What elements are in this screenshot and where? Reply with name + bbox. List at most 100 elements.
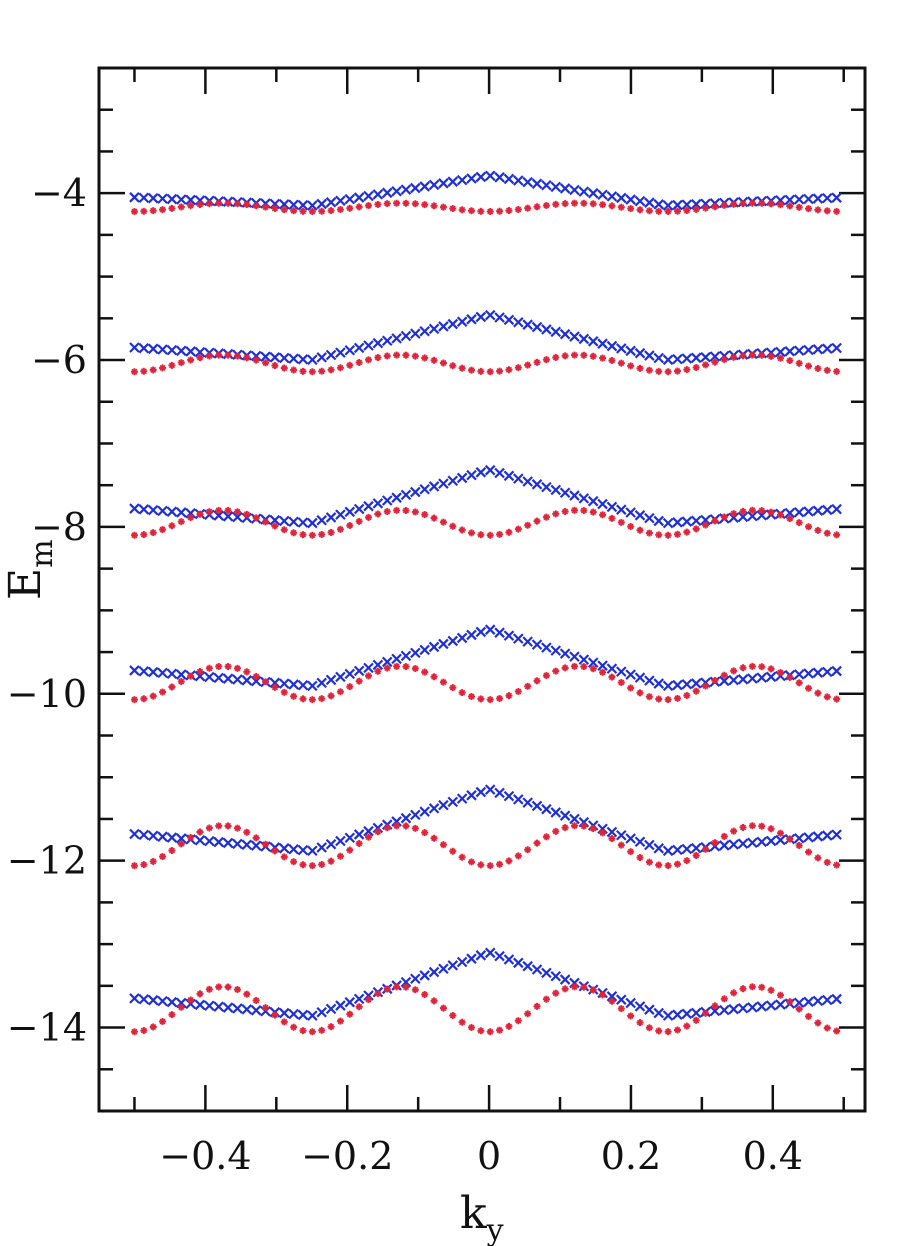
blue-point xyxy=(288,679,299,690)
blue-point xyxy=(250,675,262,687)
blue-point xyxy=(597,823,608,835)
blue-point xyxy=(747,673,758,684)
red-point xyxy=(159,1017,167,1025)
blue-point xyxy=(269,514,281,526)
red-point xyxy=(683,528,691,536)
blue-point xyxy=(494,312,505,323)
blue-point xyxy=(157,344,168,355)
blue-point xyxy=(335,671,346,683)
red-point xyxy=(130,208,138,216)
blue-point xyxy=(522,960,533,972)
blue-point xyxy=(335,1000,346,1011)
blue-point xyxy=(541,481,552,493)
red-point xyxy=(346,204,354,212)
blue-point xyxy=(147,994,159,1006)
red-point xyxy=(758,663,766,671)
blue-point xyxy=(269,198,281,210)
blue-point xyxy=(653,515,665,527)
red-point xyxy=(608,202,616,210)
blue-point xyxy=(297,199,309,211)
blue-point xyxy=(307,680,318,692)
blue-point xyxy=(204,671,215,683)
red-point xyxy=(280,526,288,534)
red-point xyxy=(477,367,485,375)
blue-point xyxy=(175,833,187,844)
blue-point xyxy=(569,184,580,196)
blue-point xyxy=(812,505,824,516)
red-point xyxy=(730,827,738,835)
blue-point xyxy=(438,799,449,811)
blue-point xyxy=(606,501,618,513)
blue-point xyxy=(335,509,346,520)
red-point xyxy=(711,676,719,684)
red-point xyxy=(458,364,466,372)
blue-point xyxy=(578,186,590,197)
red-point xyxy=(486,208,494,216)
red-point xyxy=(542,513,550,521)
blue-point xyxy=(372,189,384,200)
blue-point xyxy=(147,830,159,842)
red-point xyxy=(215,983,223,991)
red-point xyxy=(393,506,401,514)
red-point xyxy=(570,351,578,359)
red-point xyxy=(730,510,738,518)
blue-point xyxy=(438,478,449,489)
blue-point xyxy=(166,832,178,843)
blue-point xyxy=(662,845,674,857)
blue-point xyxy=(522,319,533,330)
red-point xyxy=(383,824,391,832)
red-point xyxy=(205,508,213,516)
red-point xyxy=(439,1004,447,1012)
blue-point xyxy=(644,512,655,524)
blue-point xyxy=(428,803,440,814)
blue-point xyxy=(513,633,524,644)
red-point xyxy=(243,201,251,209)
red-point xyxy=(252,672,260,680)
red-point xyxy=(655,861,663,869)
red-point xyxy=(215,199,223,207)
blue-point xyxy=(821,994,833,1006)
red-point xyxy=(524,682,532,690)
red-point xyxy=(627,362,635,370)
red-point xyxy=(393,199,401,207)
red-point xyxy=(580,983,588,991)
blue-point xyxy=(550,645,562,656)
red-point xyxy=(477,531,485,539)
x-tick-label: 0 xyxy=(477,1134,501,1178)
red-point xyxy=(673,860,681,868)
blue-point xyxy=(400,184,412,195)
blue-point xyxy=(372,659,384,671)
red-point xyxy=(627,522,635,530)
red-point xyxy=(786,673,794,681)
red-point xyxy=(655,367,663,375)
red-point xyxy=(233,352,241,360)
red-point xyxy=(561,352,569,360)
red-point xyxy=(561,824,569,832)
blue-point xyxy=(129,828,140,840)
blue-point xyxy=(325,349,337,361)
red-point xyxy=(439,518,447,526)
blue-point xyxy=(363,990,374,1001)
series-blue-points xyxy=(129,170,842,1021)
blue-point xyxy=(381,335,393,347)
red-point xyxy=(252,356,260,364)
blue-point xyxy=(363,340,374,351)
blue-point xyxy=(138,993,150,1005)
red-point xyxy=(552,353,560,361)
blue-point xyxy=(616,829,627,841)
red-point xyxy=(477,1027,485,1035)
red-point xyxy=(308,208,316,216)
red-point xyxy=(496,530,504,538)
red-point xyxy=(336,206,344,214)
blue-point xyxy=(756,1001,768,1012)
blue-point xyxy=(353,829,365,840)
blue-point xyxy=(803,193,814,205)
red-point xyxy=(496,207,504,215)
blue-point xyxy=(569,331,580,342)
blue-point xyxy=(616,343,627,354)
blue-point xyxy=(456,316,468,327)
red-point xyxy=(823,366,831,374)
red-point xyxy=(271,522,279,530)
blue-point xyxy=(447,475,459,487)
red-point xyxy=(739,507,747,515)
